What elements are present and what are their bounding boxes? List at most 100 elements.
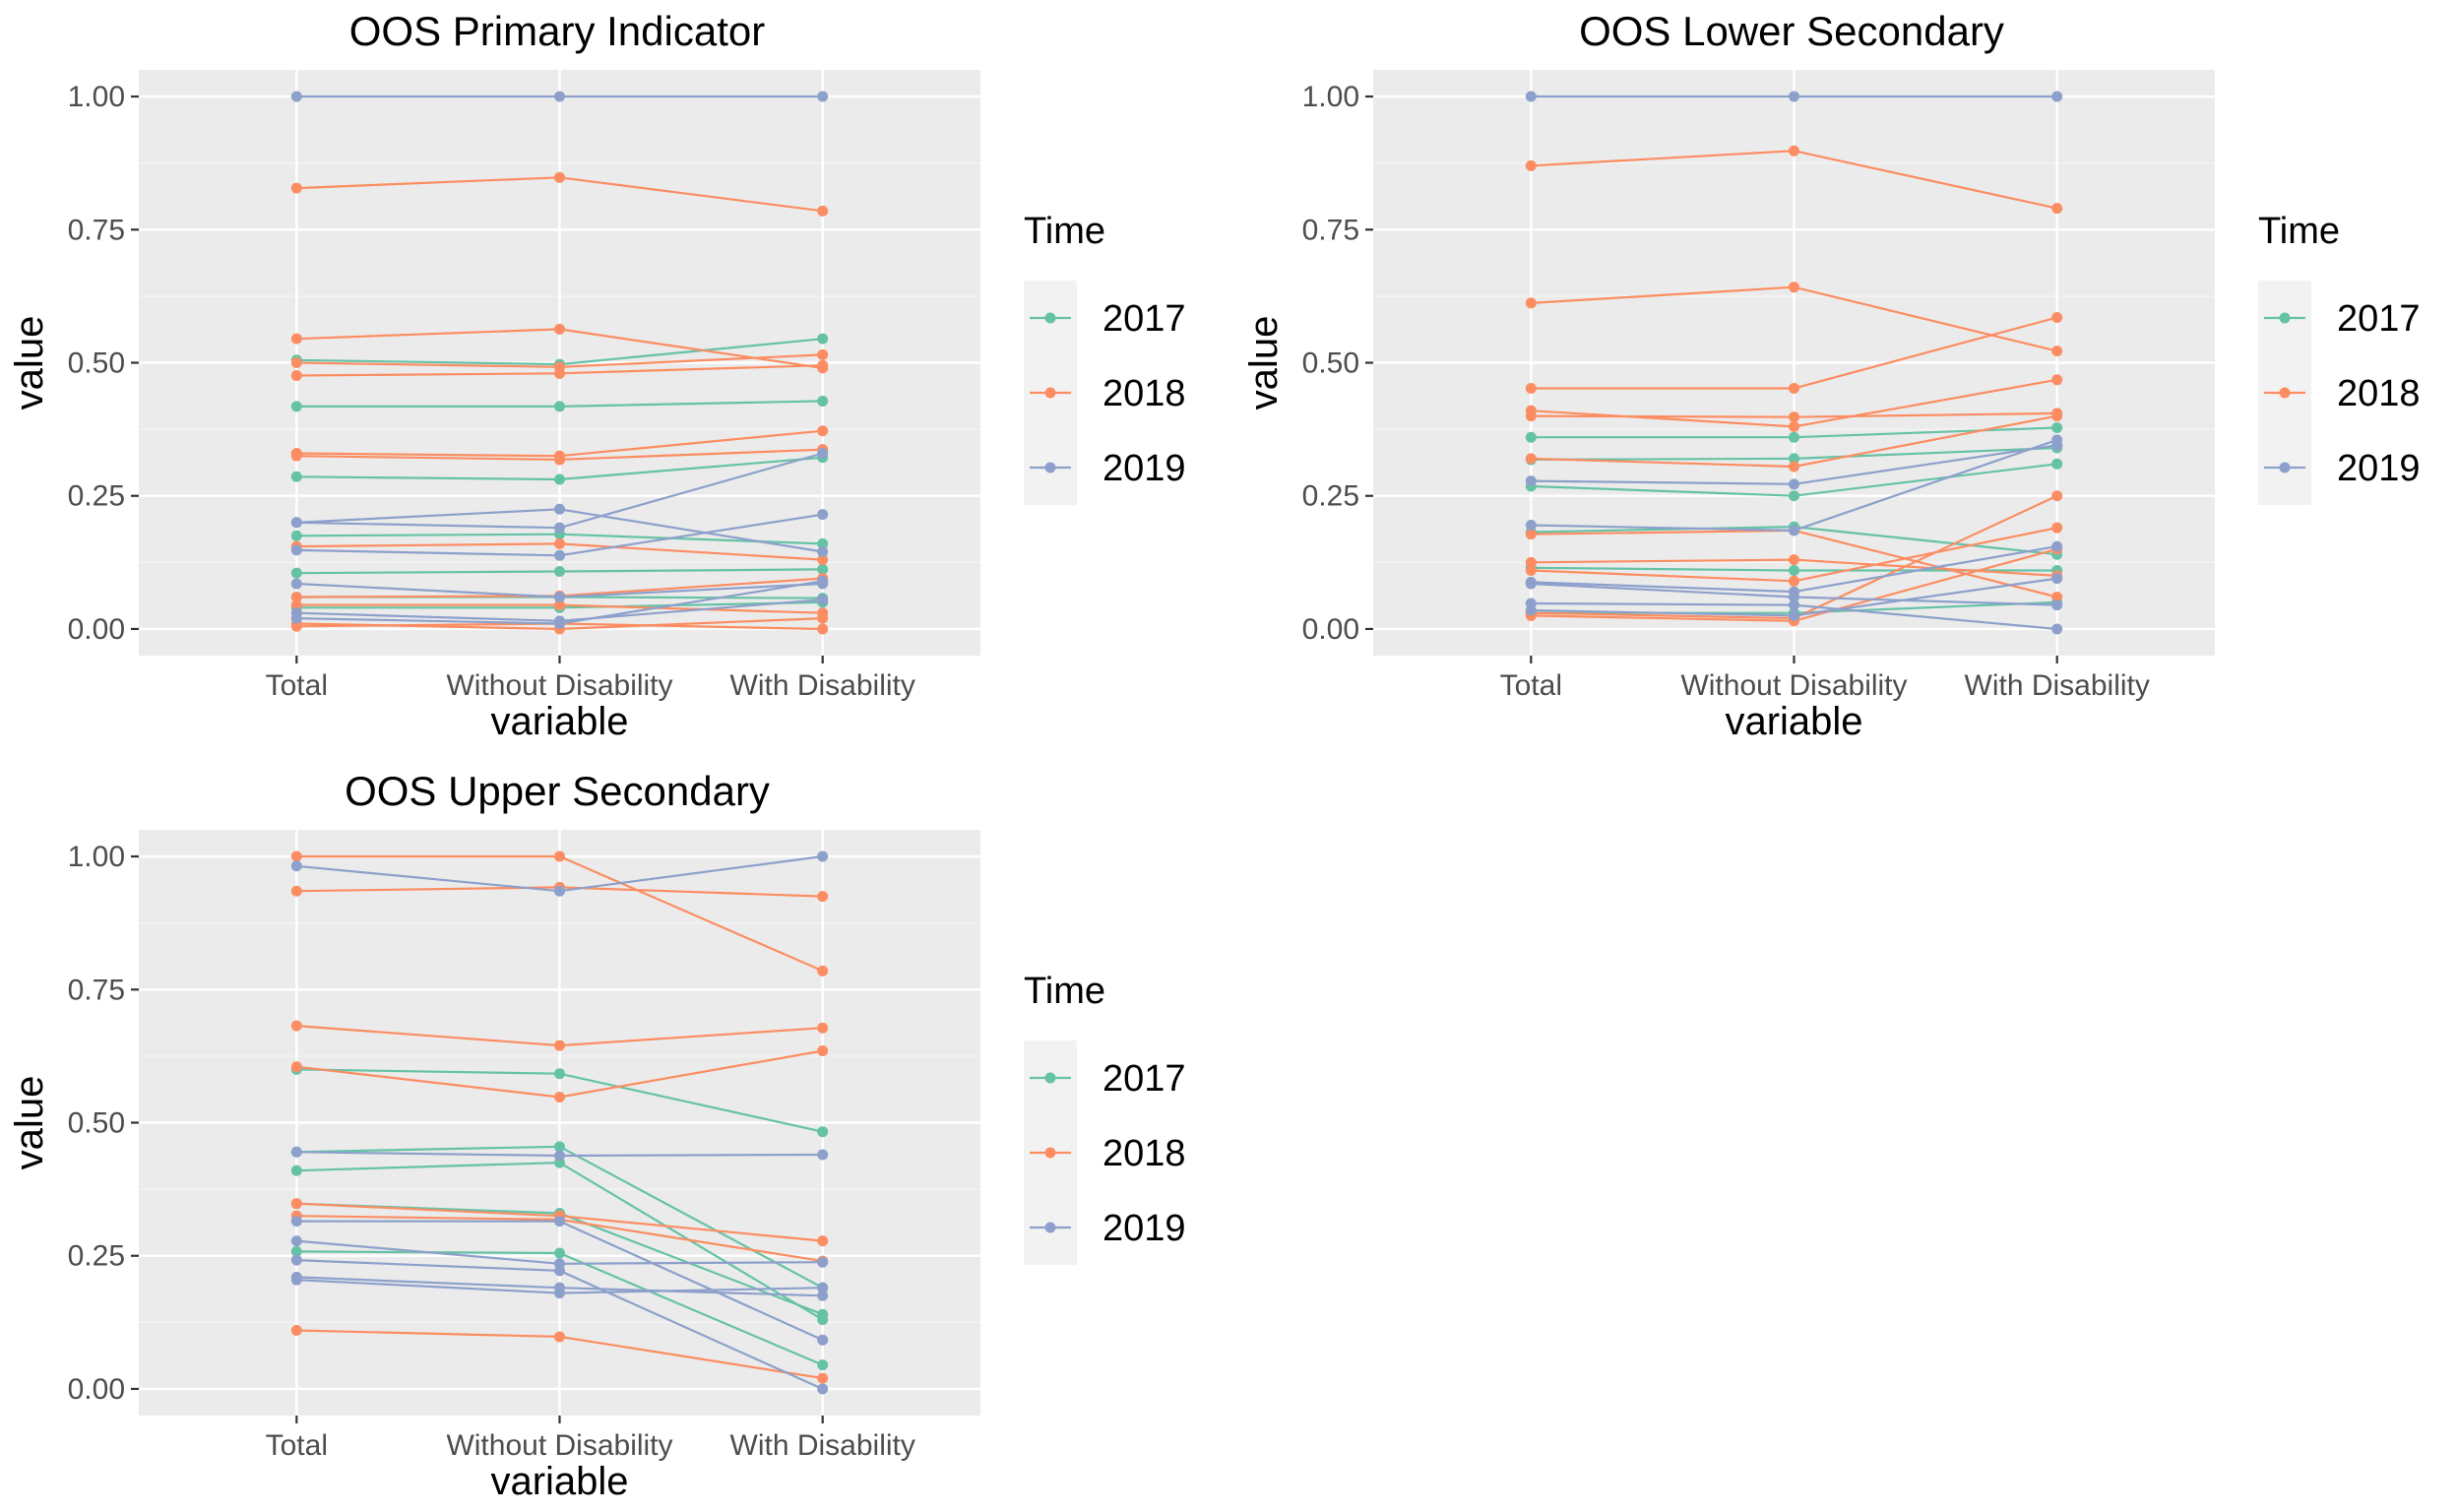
data-point-2018 [1525, 529, 1537, 540]
chart-panel: 0.00 0.25 0.50 0.75 1.00 Total Without Disabil… [8, 8, 1186, 743]
data-point-2018 [1789, 145, 1799, 157]
data-point-2019 [290, 1235, 302, 1247]
data-point-2017 [554, 473, 565, 485]
x-tick-label: Total [1500, 669, 1562, 702]
y-tick-label: 0.25 [1302, 480, 1359, 513]
y-tick-label: 0.25 [68, 480, 125, 513]
data-point-2019 [290, 860, 302, 872]
legend-label-2019: 2019 [2337, 448, 2421, 489]
data-point-2017 [817, 537, 829, 549]
data-point-2019 [1789, 478, 1799, 490]
data-point-2019 [817, 91, 829, 102]
legend-label-2017: 2017 [2337, 298, 2421, 340]
data-point-2018 [817, 554, 829, 566]
data-point-2018 [1525, 297, 1537, 309]
data-point-2019 [817, 1282, 829, 1293]
data-point-2019 [2051, 599, 2063, 611]
data-point-2019 [554, 1265, 565, 1277]
data-point-2017 [2051, 421, 2063, 433]
data-point-2018 [2051, 410, 2063, 422]
data-point-2019 [2051, 623, 2063, 635]
legend-key-point [1044, 1072, 1056, 1084]
legend-key-point [2279, 462, 2291, 473]
legend-label-2018: 2018 [1102, 373, 1186, 414]
data-point-2018 [290, 850, 302, 862]
legend: Time 2017 2018 2019 [1024, 971, 1186, 1265]
data-point-2019 [817, 575, 829, 587]
data-point-2019 [290, 544, 302, 556]
data-point-2018 [290, 357, 302, 368]
x-tick-label: Total [266, 1429, 328, 1462]
data-point-2018 [290, 182, 302, 194]
legend-key-point [1044, 1147, 1056, 1159]
data-point-2018 [817, 1022, 829, 1034]
data-point-2019 [1789, 609, 1799, 621]
data-point-2019 [554, 522, 565, 534]
data-point-2019 [817, 546, 829, 558]
data-point-2017 [1525, 431, 1537, 443]
legend-key-point [2279, 387, 2291, 399]
data-point-2018 [290, 333, 302, 345]
legend-label-2019: 2019 [1102, 1208, 1186, 1249]
data-point-2019 [817, 850, 829, 862]
x-tick-label: With Disability [730, 669, 915, 702]
data-point-2019 [1525, 604, 1537, 616]
data-point-2018 [554, 1040, 565, 1051]
data-point-2017 [290, 401, 302, 412]
y-tick-label: 1.00 [1302, 81, 1359, 113]
data-point-2019 [1525, 578, 1537, 590]
data-point-2019 [2051, 434, 2063, 446]
y-tick-label: 0.75 [68, 974, 125, 1006]
data-point-2017 [1789, 564, 1799, 576]
data-point-2018 [1525, 159, 1537, 171]
y-axis-title: value [8, 316, 51, 410]
x-axis-title: variable [490, 700, 628, 743]
data-point-2018 [290, 450, 302, 462]
data-point-2019 [290, 1146, 302, 1158]
data-point-2019 [817, 447, 829, 459]
legend-key-point [1044, 312, 1056, 324]
y-tick-label: 0.00 [68, 613, 125, 646]
legend-title: Time [1024, 211, 1105, 252]
data-point-2019 [554, 1216, 565, 1228]
legend-label-2018: 2018 [1102, 1133, 1186, 1174]
data-point-2019 [1789, 592, 1799, 602]
data-point-2019 [290, 1254, 302, 1266]
data-point-2019 [817, 1149, 829, 1161]
data-point-2018 [1789, 282, 1799, 293]
data-point-2017 [554, 566, 565, 578]
data-point-2018 [817, 205, 829, 217]
data-point-2018 [817, 348, 829, 360]
legend-label-2019: 2019 [1102, 448, 1186, 489]
data-point-2018 [817, 612, 829, 624]
y-tick-label: 0.50 [68, 347, 125, 380]
data-point-2019 [1789, 599, 1799, 611]
data-point-2018 [817, 1044, 829, 1056]
data-point-2017 [290, 567, 302, 579]
legend-label-2018: 2018 [2337, 373, 2421, 414]
data-point-2019 [554, 592, 565, 602]
data-point-2019 [1789, 91, 1799, 102]
y-axis-title: value [1242, 316, 1286, 410]
data-point-2017 [290, 530, 302, 541]
x-axis-title: variable [1725, 700, 1862, 743]
x-tick-label: Without Disability [1680, 669, 1907, 702]
data-point-2018 [817, 891, 829, 903]
data-point-2018 [817, 425, 829, 437]
y-tick-label: 0.50 [68, 1107, 125, 1140]
y-tick-label: 0.75 [68, 214, 125, 246]
data-point-2019 [1789, 525, 1799, 536]
data-point-2018 [554, 537, 565, 549]
data-point-2019 [554, 503, 565, 515]
data-point-2018 [290, 599, 302, 611]
data-point-2018 [2051, 346, 2063, 357]
y-tick-label: 0.00 [68, 1373, 125, 1406]
data-point-2019 [554, 1150, 565, 1162]
data-point-2019 [1525, 91, 1537, 102]
legend-key-point [1044, 387, 1056, 399]
data-point-2018 [290, 369, 302, 381]
data-point-2018 [2051, 522, 2063, 534]
data-point-2018 [1525, 556, 1537, 568]
data-point-2018 [2051, 490, 2063, 502]
